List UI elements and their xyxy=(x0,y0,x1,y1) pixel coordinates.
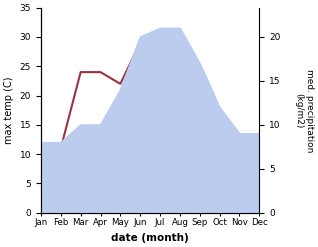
Y-axis label: max temp (C): max temp (C) xyxy=(4,76,14,144)
Y-axis label: med. precipitation
(kg/m2): med. precipitation (kg/m2) xyxy=(294,68,314,152)
X-axis label: date (month): date (month) xyxy=(111,233,189,243)
